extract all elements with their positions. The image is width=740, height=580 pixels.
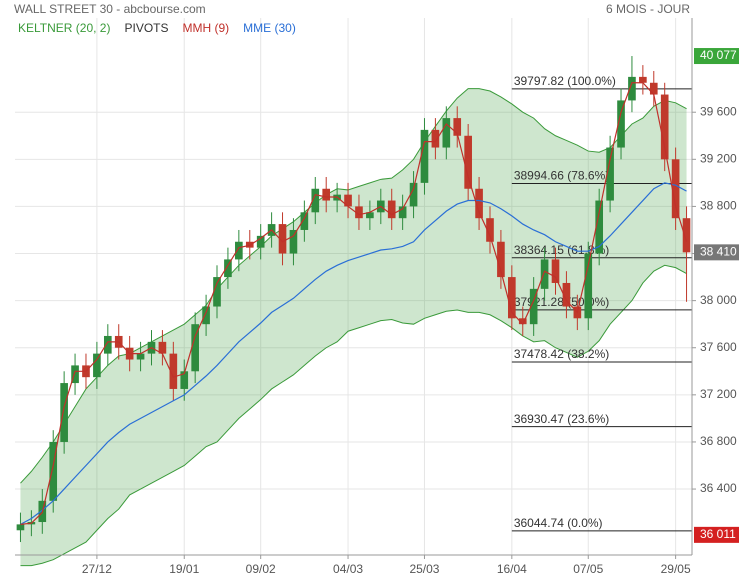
candle-body bbox=[431, 129, 440, 148]
mmh-line bbox=[20, 82, 688, 525]
candle-body bbox=[169, 353, 178, 389]
candle-body bbox=[409, 182, 418, 207]
candle-body bbox=[682, 218, 691, 253]
candle-body bbox=[180, 371, 189, 389]
x-tick-label: 29/05 bbox=[661, 562, 691, 576]
candle-body bbox=[387, 200, 396, 219]
candle-body bbox=[606, 147, 614, 201]
candle-body bbox=[497, 241, 505, 278]
x-tick-label: 27/12 bbox=[82, 562, 112, 576]
y-tick-label: 39 600 bbox=[700, 104, 737, 118]
legend-item: MMH (9) bbox=[183, 21, 230, 35]
chart-title: WALL STREET 30 - abcbourse.com bbox=[14, 2, 206, 16]
candle-body bbox=[671, 159, 680, 219]
candle-body bbox=[453, 118, 462, 136]
candle-body bbox=[518, 318, 527, 325]
fib-label: 38994.66 (78.6%) bbox=[514, 169, 609, 183]
fib-label: 37921.28 (50.0%) bbox=[514, 295, 609, 309]
x-tick-label: 09/02 bbox=[246, 562, 276, 576]
candle-body bbox=[540, 259, 549, 289]
candle-body bbox=[311, 188, 320, 213]
candle-body bbox=[60, 383, 68, 442]
legend-item: PIVOTS bbox=[124, 21, 168, 35]
candle-body bbox=[278, 224, 287, 254]
price-tag-label: 38 410 bbox=[700, 245, 737, 259]
x-tick-label: 16/04 bbox=[497, 562, 527, 576]
candle-body bbox=[628, 76, 636, 101]
candle-body bbox=[366, 212, 374, 219]
candle-body bbox=[649, 82, 658, 95]
candle-body bbox=[136, 353, 145, 360]
candle-body bbox=[289, 229, 298, 254]
fib-label: 36044.74 (0.0%) bbox=[514, 516, 603, 530]
y-tick-label: 36 400 bbox=[700, 481, 737, 495]
candle-body bbox=[551, 259, 560, 283]
candle-body bbox=[398, 206, 407, 219]
fib-label: 36930.47 (23.6%) bbox=[514, 412, 609, 426]
candle-body bbox=[486, 218, 494, 242]
candle-body bbox=[300, 212, 309, 230]
legend-item: MME (30) bbox=[243, 21, 296, 35]
candle-body bbox=[660, 94, 669, 160]
legend-item: KELTNER (20, 2) bbox=[18, 21, 110, 35]
period-label: 6 MOIS - JOUR bbox=[606, 2, 690, 16]
candle-body bbox=[639, 76, 647, 83]
candle-body bbox=[16, 524, 25, 531]
candle-body bbox=[442, 118, 451, 148]
candle-body bbox=[49, 441, 58, 501]
y-tick-label: 38 000 bbox=[700, 293, 737, 307]
x-tick-label: 19/01 bbox=[169, 562, 199, 576]
candle-body bbox=[322, 188, 331, 201]
candle-body bbox=[584, 253, 593, 319]
price-tag-label: 36 011 bbox=[700, 527, 736, 541]
candle-body bbox=[158, 341, 167, 354]
candle-body bbox=[202, 306, 210, 325]
y-tick-label: 39 200 bbox=[700, 151, 737, 165]
candle-body bbox=[71, 365, 79, 384]
keltner-lower bbox=[20, 264, 687, 567]
candle-body bbox=[103, 335, 112, 354]
candle-body bbox=[256, 235, 265, 248]
fib-label: 38364.15 (61.8%) bbox=[514, 243, 609, 257]
candle-body bbox=[93, 353, 101, 378]
candle-body bbox=[224, 259, 232, 278]
candle-body bbox=[191, 324, 199, 372]
y-tick-label: 37 200 bbox=[700, 387, 737, 401]
candle-body bbox=[475, 188, 483, 219]
candle-body bbox=[529, 288, 538, 325]
candle-body bbox=[508, 277, 516, 319]
candle-body bbox=[464, 135, 472, 189]
keltner-band bbox=[20, 88, 687, 566]
candle-body bbox=[420, 129, 429, 183]
y-tick-label: 37 600 bbox=[700, 340, 737, 354]
candle-body bbox=[617, 100, 625, 148]
candle-body bbox=[595, 200, 604, 254]
fib-label: 39797.82 (100.0%) bbox=[514, 74, 616, 88]
x-tick-label: 07/05 bbox=[573, 562, 603, 576]
candle-body bbox=[562, 282, 571, 307]
candle-body bbox=[213, 277, 221, 307]
x-tick-label: 04/03 bbox=[333, 562, 363, 576]
price-tag bbox=[694, 526, 739, 543]
candle-body bbox=[344, 194, 352, 207]
candle-body bbox=[355, 206, 363, 219]
mme-line bbox=[20, 182, 687, 525]
price-tag-label: 40 077 bbox=[700, 48, 737, 62]
y-tick-label: 38 800 bbox=[700, 199, 737, 213]
y-tick-label: 36 800 bbox=[700, 434, 737, 448]
fib-label: 37478.42 (38.2%) bbox=[514, 347, 609, 361]
price-tag bbox=[694, 48, 739, 65]
candle-body bbox=[235, 241, 243, 260]
price-tag bbox=[694, 244, 739, 261]
x-tick-label: 25/03 bbox=[409, 562, 439, 576]
